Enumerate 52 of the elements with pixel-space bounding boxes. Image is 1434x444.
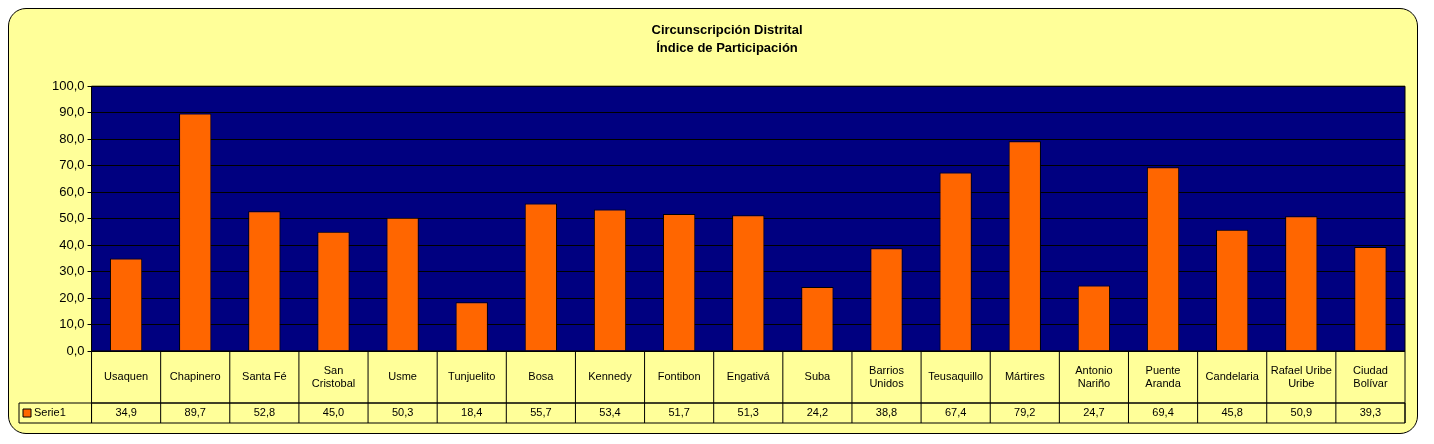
text: 38,8: [875, 406, 898, 419]
chart-subtitle: Índice de Participación: [656, 39, 798, 55]
x-tick-label: Puente Aranda: [1145, 363, 1182, 389]
x-tick-label: Chapinero: [169, 370, 221, 383]
x-tick-label: Suba: [804, 370, 832, 383]
x-tick-label: Tunjuelito: [448, 370, 496, 383]
x-tick-label: Candelaria: [1205, 370, 1260, 383]
y-tick-label: 80,0: [59, 130, 85, 146]
x-tick-label: Teusaquillo: [928, 370, 984, 383]
text: 51,7: [668, 406, 690, 419]
x-tick-label: San Cristobal: [311, 363, 356, 389]
y-tick-label: 10,0: [59, 316, 85, 332]
text: 51,3: [737, 406, 759, 419]
text: 53,4: [599, 406, 621, 419]
x-tick-label: Antonio Nariño: [1075, 363, 1113, 389]
x-tick-label: Usme: [388, 370, 417, 383]
x-tick-label: Ciudad Bolívar: [1353, 363, 1388, 389]
text: 24,2: [806, 406, 829, 419]
x-tick-label: Usaquen: [104, 370, 149, 383]
x-tick-label: Rafael Uribe Uribe: [1270, 363, 1332, 389]
y-tick-label: 70,0: [59, 157, 85, 173]
x-tick-label: Kennedy: [588, 370, 633, 383]
text: 24,7: [1083, 406, 1105, 419]
legend-label: Serie1: [34, 406, 66, 419]
text: 39,3: [1359, 406, 1382, 419]
text: 45,8: [1221, 406, 1243, 419]
chart-title: Circunscripción Distrital: [651, 22, 803, 38]
text: 89,7: [184, 406, 206, 419]
y-tick-label: 90,0: [59, 104, 85, 120]
text: 50,3: [391, 406, 414, 419]
x-tick-label: Barrios Unidos: [869, 363, 905, 389]
text: 50,9: [1290, 406, 1313, 419]
text: 52,8: [253, 406, 276, 419]
y-tick-label: 60,0: [59, 183, 85, 199]
y-tick-label: 40,0: [59, 236, 85, 252]
y-tick-label: 0,0: [66, 342, 85, 358]
text: 45,0: [322, 406, 345, 419]
x-tick-label: Engativá: [726, 370, 771, 383]
x-tick-label: Fontibon: [657, 370, 701, 383]
x-tick-label: Mártires: [1004, 370, 1046, 383]
text: 34,9: [115, 406, 137, 419]
text: 67,4: [944, 406, 967, 419]
x-tick-label: Bosa: [528, 370, 555, 383]
text: 55,7: [530, 406, 552, 419]
y-tick-label: 30,0: [59, 263, 85, 279]
text: 18,4: [461, 406, 483, 419]
text: 69,4: [1152, 406, 1174, 419]
y-tick-label: 100,0: [51, 77, 85, 93]
y-tick-label: 20,0: [59, 289, 85, 305]
x-tick-label: Santa Fé: [242, 370, 287, 383]
y-tick-label: 50,0: [59, 210, 85, 226]
text: 79,2: [1014, 406, 1036, 419]
